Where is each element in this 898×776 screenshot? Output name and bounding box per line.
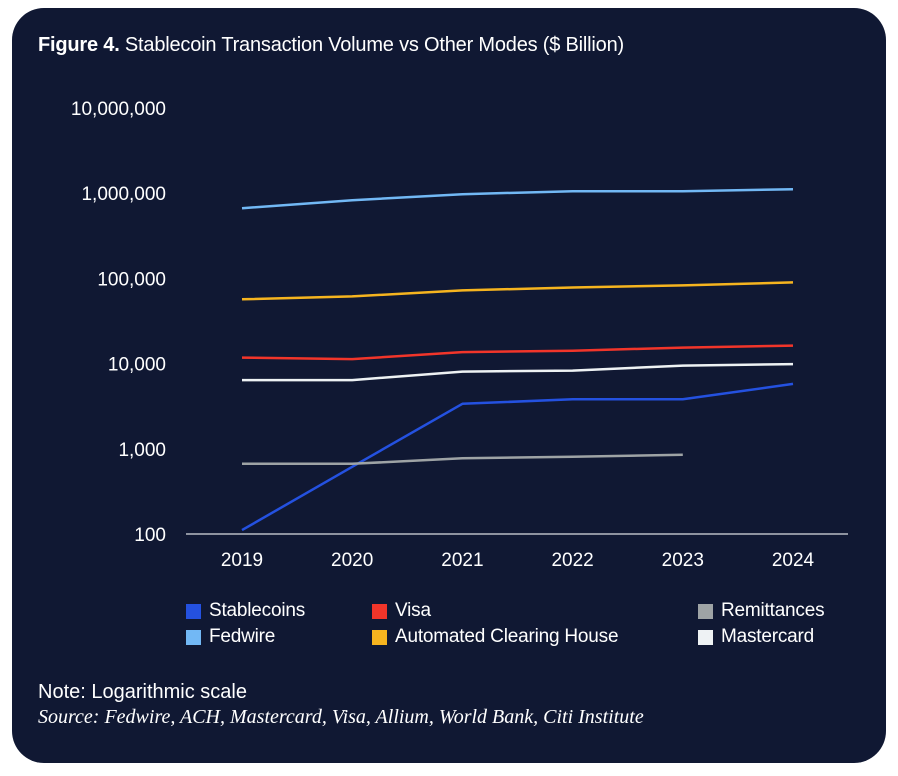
legend-label: Visa: [395, 600, 431, 621]
y-tick-label: 10,000: [108, 355, 166, 376]
x-tick-label: 2024: [772, 550, 815, 571]
chart-card: [12, 8, 886, 763]
x-tick-label: 2023: [662, 550, 704, 571]
legend-swatch: [186, 629, 201, 645]
x-tick-label: 2019: [221, 550, 263, 571]
y-tick-label: 100,000: [97, 269, 166, 290]
legend-label: Remittances: [721, 600, 825, 621]
y-tick-label: 10,000,000: [71, 99, 166, 120]
x-tick-label: 2020: [331, 550, 373, 571]
legend-label: Stablecoins: [209, 600, 306, 621]
series-group: [241, 187, 794, 532]
legend-item-fedwire: Fedwire: [186, 626, 275, 648]
legend-item-remittances: Remittances: [698, 600, 825, 622]
legend-swatch: [698, 629, 713, 645]
series-line-visa: [241, 344, 794, 361]
source: Source: Fedwire, ACH, Mastercard, Visa, …: [38, 706, 644, 728]
series-line-stablecoins: [241, 382, 794, 532]
x-tick-label: 2022: [551, 550, 593, 571]
legend-item-visa: Visa: [372, 600, 431, 622]
y-axis: 100 1,000 10,000 100,000 1,000,000 10,000,000: [71, 99, 166, 546]
legend-item-stablecoins: Stablecoins: [186, 600, 305, 622]
x-tick-label: 2021: [441, 550, 483, 571]
figure-title: Stablecoin Transaction Volume vs Other M…: [124, 34, 624, 56]
legend-swatch: [698, 603, 713, 619]
y-tick-label: 100: [134, 525, 166, 546]
y-tick-label: 1,000: [118, 440, 166, 461]
figure-label: Figure 4.: [38, 34, 120, 56]
legend-item-mastercard: Mastercard: [698, 626, 814, 648]
legend-item-automated-clearing-house: Automated Clearing House: [372, 626, 619, 648]
legend: Stablecoins Visa Remittances Fedwire Automat…: [174, 600, 874, 660]
series-line-fedwire: [241, 187, 794, 210]
legend-label: Fedwire: [209, 626, 276, 647]
series-line-remittances: [242, 453, 683, 466]
legend-swatch: [186, 603, 201, 619]
series-line-automated-clearing-house: [241, 281, 794, 301]
note: Note: Logarithmic scale: [38, 681, 247, 703]
series-line-mastercard: [242, 362, 794, 382]
legend-swatch: [372, 603, 387, 619]
legend-label: Mastercard: [721, 626, 815, 647]
chart-title: Figure 4. Stablecoin Transaction Volume …: [38, 34, 624, 57]
y-tick-label: 1,000,000: [81, 184, 166, 205]
legend-label: Automated Clearing House: [395, 626, 619, 647]
x-axis: 2019 2020 2021 2022 2023 2024: [221, 550, 815, 571]
legend-swatch: [372, 629, 387, 645]
